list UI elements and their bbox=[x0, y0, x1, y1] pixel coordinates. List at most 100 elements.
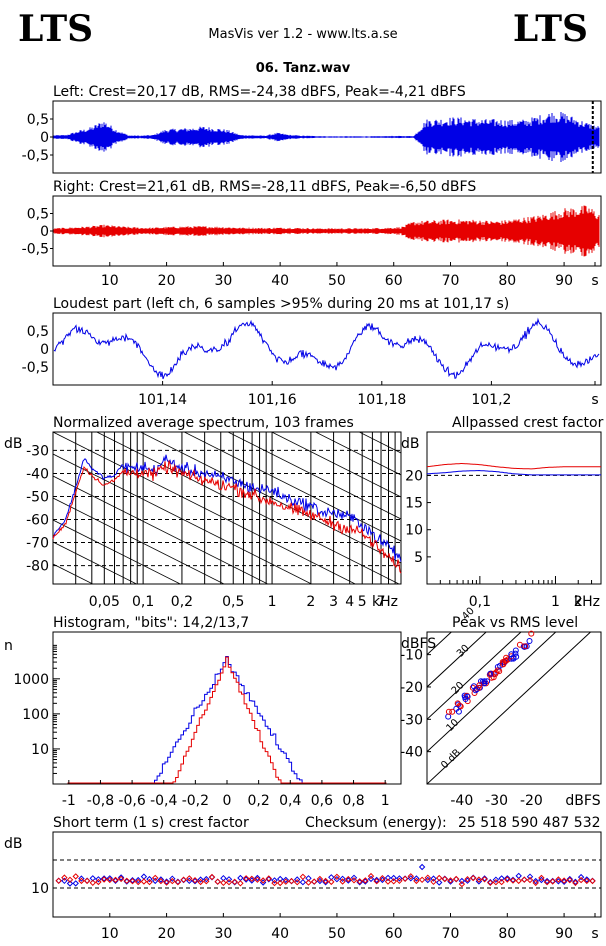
right-waveform-xtick-label: 10 bbox=[101, 273, 119, 289]
short-term-crest-point bbox=[112, 877, 119, 885]
allpassed-crest-series-left bbox=[426, 469, 601, 476]
short-term-crest-point bbox=[549, 878, 556, 885]
short-term-crest-xtick-label: 20 bbox=[158, 926, 176, 942]
short-term-crest-point bbox=[282, 878, 290, 885]
short-term-crest-point bbox=[203, 875, 210, 883]
short-term-crest-point bbox=[299, 873, 307, 881]
short-term-crest-point bbox=[242, 875, 250, 882]
short-term-crest-checksum-value: 25 518 590 487 532 bbox=[458, 815, 601, 831]
peak-vs-rms-point bbox=[526, 638, 533, 644]
short-term-crest-point bbox=[231, 878, 238, 886]
short-term-crest-point bbox=[367, 875, 375, 883]
loudest-part-xtick-label: 101,14 bbox=[138, 392, 187, 408]
short-term-crest-point bbox=[117, 874, 125, 881]
peak-vs-rms-point bbox=[454, 700, 461, 707]
short-term-crest-point bbox=[430, 875, 437, 882]
short-term-crest-point bbox=[89, 879, 97, 887]
short-term-crest-point bbox=[418, 876, 426, 884]
short-term-crest-point bbox=[191, 876, 199, 884]
histogram-ylabel: n bbox=[4, 638, 13, 654]
histogram-series-right bbox=[67, 656, 387, 784]
short-term-crest-title: Short term (1 s) crest factor bbox=[53, 815, 249, 831]
short-term-crest-point bbox=[276, 879, 284, 887]
peak-vs-rms-point bbox=[512, 647, 519, 654]
short-term-crest-point bbox=[310, 878, 318, 885]
short-term-crest-point bbox=[117, 875, 125, 883]
short-term-crest-point bbox=[271, 879, 278, 887]
short-term-crest-point bbox=[100, 875, 108, 882]
short-term-crest-point bbox=[95, 876, 102, 883]
loudest-part-xtick-label: 101,2 bbox=[471, 392, 511, 408]
short-term-crest-point bbox=[384, 878, 392, 885]
short-term-crest-point bbox=[169, 877, 176, 885]
histogram-xtick-label: 0,8 bbox=[342, 793, 364, 809]
allpassed-crest-ytick: 5 bbox=[414, 550, 423, 566]
short-term-crest-point bbox=[487, 879, 494, 887]
short-term-crest-point bbox=[401, 875, 409, 883]
short-term-crest-point bbox=[100, 876, 108, 883]
short-term-crest-point bbox=[435, 874, 443, 882]
short-term-crest-xtick-label: 70 bbox=[442, 926, 460, 942]
short-term-crest-point bbox=[225, 878, 233, 886]
peak-vs-rms-ytick: -30 bbox=[400, 712, 423, 728]
short-term-crest-point bbox=[157, 876, 165, 883]
short-term-crest-point bbox=[362, 877, 369, 884]
short-term-crest-point bbox=[163, 878, 170, 885]
short-term-crest-point bbox=[492, 876, 500, 883]
average-spectrum-title: Normalized average spectrum, 103 frames bbox=[53, 415, 354, 431]
short-term-crest-point bbox=[197, 878, 204, 886]
short-term-crest-point bbox=[350, 874, 358, 882]
short-term-crest-point bbox=[458, 880, 466, 888]
right-waveform-xtick-label: 60 bbox=[385, 273, 403, 289]
average-spectrum-xtick-label: 7 bbox=[377, 594, 386, 610]
short-term-crest-point bbox=[151, 877, 159, 885]
short-term-crest-checksum-label: Checksum (energy): bbox=[305, 815, 447, 831]
short-term-crest-point bbox=[129, 876, 136, 884]
left-waveform-series-left bbox=[53, 112, 600, 162]
peak-vs-rms-xtick-label: -40 bbox=[450, 793, 473, 809]
short-term-crest-point bbox=[464, 875, 471, 883]
average-spectrum-slope-line bbox=[314, 432, 401, 476]
short-term-crest-xtick-label: s bbox=[591, 926, 598, 942]
histogram-xtick-label: -0,8 bbox=[87, 793, 114, 809]
peak-vs-rms-ytick: -10 bbox=[400, 648, 423, 664]
right-waveform-xtick-label: 90 bbox=[555, 273, 573, 289]
short-term-crest-point bbox=[66, 876, 74, 884]
right-waveform-xtick-label: 70 bbox=[442, 273, 460, 289]
short-term-crest-ylabel: dB bbox=[4, 836, 23, 852]
loudest-part-series-left bbox=[53, 317, 600, 380]
short-term-crest-xtick-label: 30 bbox=[214, 926, 232, 942]
short-term-crest-point bbox=[106, 875, 114, 882]
peak-vs-rms-point bbox=[528, 630, 535, 637]
allpassed-crest-xtick-label: kHz bbox=[574, 594, 600, 610]
average-spectrum-slope-line bbox=[95, 432, 400, 584]
right-waveform-series-right bbox=[53, 205, 600, 257]
short-term-crest-point bbox=[288, 877, 295, 885]
left-waveform-ytick: 0 bbox=[40, 130, 49, 146]
average-spectrum-xtick-label: 0,05 bbox=[89, 594, 120, 610]
right-waveform-xtick-label: 80 bbox=[498, 273, 516, 289]
peak-vs-rms-point bbox=[449, 708, 456, 715]
histogram-title: Histogram, "bits": 14,2/13,7 bbox=[53, 615, 249, 631]
short-term-crest-point bbox=[293, 878, 301, 886]
allpassed-crest-ytick: 10 bbox=[405, 523, 423, 539]
histogram-series-left bbox=[67, 656, 387, 784]
short-term-crest-point bbox=[345, 875, 352, 883]
average-spectrum-slope-line bbox=[53, 563, 94, 584]
loudest-part-frame bbox=[52, 312, 602, 386]
short-term-crest-point bbox=[163, 879, 170, 886]
short-term-crest-point bbox=[254, 876, 261, 883]
peak-vs-rms-xtick-label: dBFS bbox=[565, 793, 600, 809]
right-waveform-xtick-label: s bbox=[591, 273, 598, 289]
short-term-crest-point bbox=[186, 875, 193, 882]
histogram-xtick-label: 0,4 bbox=[279, 793, 301, 809]
short-term-crest-point bbox=[504, 875, 511, 882]
short-term-crest-point bbox=[203, 877, 210, 885]
peak-vs-rms-point bbox=[453, 705, 460, 712]
short-term-crest-point bbox=[322, 877, 329, 885]
short-term-crest-point bbox=[509, 877, 517, 884]
loudest-part-title: Loudest part (left ch, 6 samples >95% du… bbox=[53, 296, 509, 312]
allpassed-crest-title: Allpassed crest factor bbox=[452, 415, 604, 431]
short-term-crest-point bbox=[498, 878, 505, 886]
short-term-crest-point bbox=[259, 877, 267, 884]
